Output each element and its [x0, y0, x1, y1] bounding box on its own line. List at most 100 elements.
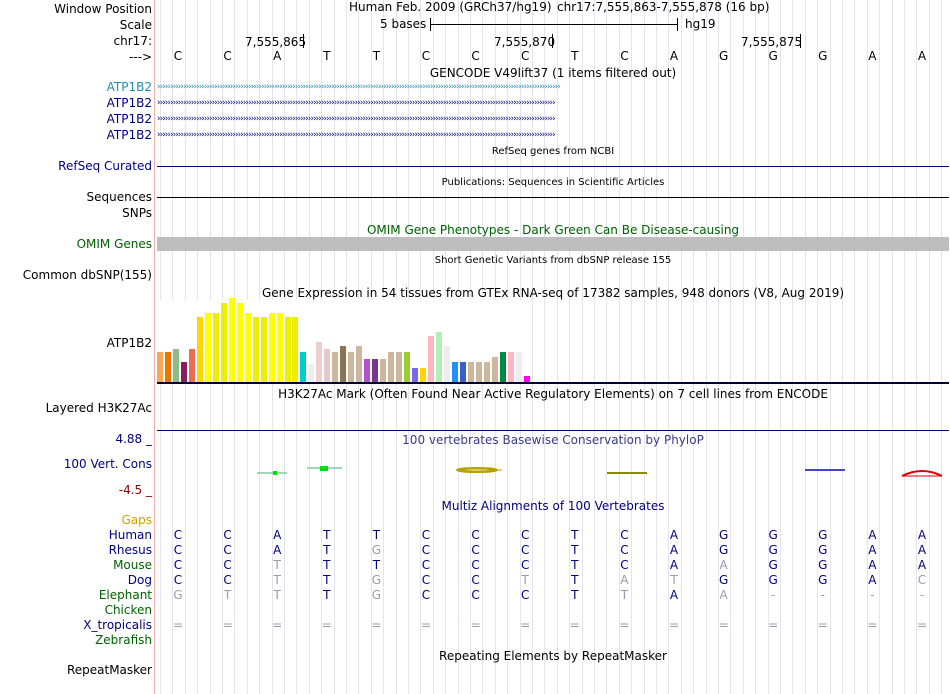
gtex-bar[interactable] — [428, 336, 434, 382]
aligned-base: C — [421, 558, 431, 572]
h3k27ac-title[interactable]: H3K27Ac Mark (Often Found Near Active Re… — [278, 387, 828, 401]
label-gene-2[interactable]: ATP1B2 — [106, 96, 152, 110]
gtex-bar[interactable] — [492, 357, 498, 382]
label-dbsnp[interactable]: Common dbSNP(155) — [22, 268, 152, 282]
reference-base: A — [669, 49, 679, 63]
gtex-bar[interactable] — [356, 346, 362, 382]
gtex-bar[interactable] — [189, 349, 195, 382]
label-h3k27ac[interactable]: Layered H3K27Ac — [45, 401, 152, 415]
publications-line[interactable] — [157, 197, 949, 198]
gtex-bar[interactable] — [388, 352, 394, 382]
gtex-bar[interactable] — [269, 313, 275, 382]
gtex-bar[interactable] — [213, 313, 219, 382]
label-gene-4[interactable]: ATP1B2 — [106, 128, 152, 142]
h3k27ac-line[interactable] — [157, 430, 949, 431]
label-repeatmasker[interactable]: RepeatMasker — [66, 663, 152, 677]
species-label[interactable]: Chicken — [104, 603, 152, 617]
gtex-bar[interactable] — [436, 332, 442, 382]
gtex-bar[interactable] — [516, 352, 522, 382]
gtex-bar[interactable] — [444, 346, 450, 382]
species-label[interactable]: Human — [108, 528, 152, 542]
gtex-bar[interactable] — [332, 352, 338, 382]
species-label[interactable]: Zebrafish — [95, 633, 152, 647]
gtex-bar[interactable] — [237, 303, 243, 382]
species-label[interactable]: Mouse — [113, 558, 152, 572]
aligned-base: T — [571, 558, 579, 572]
phylop-signal[interactable] — [157, 460, 949, 484]
gene-track-2[interactable]: ››››››››››››››››››››››››››››››››››››››››… — [157, 98, 556, 108]
gtex-bar[interactable] — [277, 313, 283, 382]
gtex-bar[interactable] — [380, 359, 386, 382]
gtex-bar[interactable] — [372, 359, 378, 382]
gtex-bar[interactable] — [484, 362, 490, 382]
gtex-bar[interactable] — [181, 362, 187, 382]
label-snps[interactable]: SNPs — [122, 206, 152, 220]
gtex-bar[interactable] — [197, 317, 203, 382]
aligned-base: T — [571, 573, 579, 587]
label-gene-3[interactable]: ATP1B2 — [106, 112, 152, 126]
gene-track-4[interactable]: ››››››››››››››››››››››››››››››››››››››››… — [157, 130, 556, 140]
gene-track-1[interactable]: ››››››››››››››››››››››››››››››››››››››››… — [157, 82, 561, 92]
gtex-bar[interactable] — [468, 362, 474, 382]
gtex-bar[interactable] — [500, 352, 506, 382]
reference-base: A — [868, 49, 877, 63]
gtex-bar[interactable] — [229, 298, 235, 382]
aligned-base: = — [520, 618, 531, 632]
gtex-bar[interactable] — [420, 368, 426, 382]
gtex-title[interactable]: Gene Expression in 54 tissues from GTEx … — [261, 286, 845, 300]
species-label[interactable]: X_tropicalis — [83, 618, 152, 632]
phylop-title[interactable]: 100 vertebrates Basewise Conservation by… — [402, 433, 704, 447]
aligned-base: = — [867, 618, 878, 632]
gtex-bar[interactable] — [324, 349, 330, 382]
gtex-bar[interactable] — [245, 313, 251, 382]
gtex-bar[interactable] — [173, 349, 179, 382]
label-omim[interactable]: OMIM Genes — [76, 237, 152, 251]
multiz-title[interactable]: Multiz Alignments of 100 Vertebrates — [441, 499, 665, 513]
species-label[interactable]: Elephant — [98, 588, 152, 602]
gtex-bar[interactable] — [476, 362, 482, 382]
aligned-base: A — [273, 543, 282, 557]
aligned-base: G — [173, 588, 183, 602]
label-refseq[interactable]: RefSeq Curated — [58, 159, 152, 173]
gtex-bar[interactable] — [308, 364, 314, 382]
label-gtex-gene[interactable]: ATP1B2 — [106, 336, 152, 350]
repeatmasker-title[interactable]: Repeating Elements by RepeatMasker — [439, 649, 667, 663]
dbsnp-title[interactable]: Short Genetic Variants from dbSNP releas… — [434, 255, 672, 266]
refseq-line[interactable] — [157, 166, 949, 167]
gtex-bar[interactable] — [253, 317, 259, 382]
species-label[interactable]: Dog — [127, 573, 152, 587]
gtex-bar[interactable] — [404, 352, 410, 382]
gtex-bar[interactable] — [221, 303, 227, 382]
gtex-bar[interactable] — [285, 317, 291, 382]
gtex-bar[interactable] — [261, 317, 267, 382]
label-sequences[interactable]: Sequences — [86, 190, 152, 204]
label-cons[interactable]: 100 Vert. Cons — [63, 457, 152, 471]
omim-title[interactable]: OMIM Gene Phenotypes - Dark Green Can Be… — [366, 223, 740, 237]
species-label[interactable]: Rhesus — [108, 543, 152, 557]
gtex-bar[interactable] — [165, 352, 171, 382]
gtex-bar[interactable] — [205, 313, 211, 382]
grid-line — [594, 0, 595, 694]
publications-title[interactable]: Publications: Sequences in Scientific Ar… — [441, 177, 665, 188]
gtex-bar[interactable] — [157, 352, 163, 382]
gtex-bar[interactable] — [292, 317, 298, 382]
gtex-bar[interactable] — [524, 376, 530, 382]
gtex-bar[interactable] — [348, 352, 354, 382]
assembly-title: Human Feb. 2009 (GRCh37/hg19) — [349, 0, 552, 14]
aligned-base: C — [520, 588, 530, 602]
gtex-bar[interactable] — [316, 342, 322, 382]
gtex-bar[interactable] — [300, 352, 306, 382]
gtex-bar[interactable] — [396, 352, 402, 382]
gtex-bar[interactable] — [460, 362, 466, 382]
gtex-bar[interactable] — [508, 352, 514, 382]
gencode-title[interactable]: GENCODE V49lift37 (1 items filtered out) — [429, 66, 677, 80]
refseq-title[interactable]: RefSeq genes from NCBI — [491, 146, 615, 157]
label-gene-1[interactable]: ATP1B2 — [106, 80, 152, 94]
gtex-bar[interactable] — [412, 368, 418, 382]
gene-track-3[interactable]: ››››››››››››››››››››››››››››››››››››››››… — [157, 114, 556, 124]
aligned-base: G — [718, 573, 729, 587]
gtex-bar[interactable] — [340, 346, 346, 382]
gtex-bar[interactable] — [452, 362, 458, 382]
gtex-bar[interactable] — [364, 359, 370, 382]
omim-bar[interactable] — [157, 237, 949, 251]
